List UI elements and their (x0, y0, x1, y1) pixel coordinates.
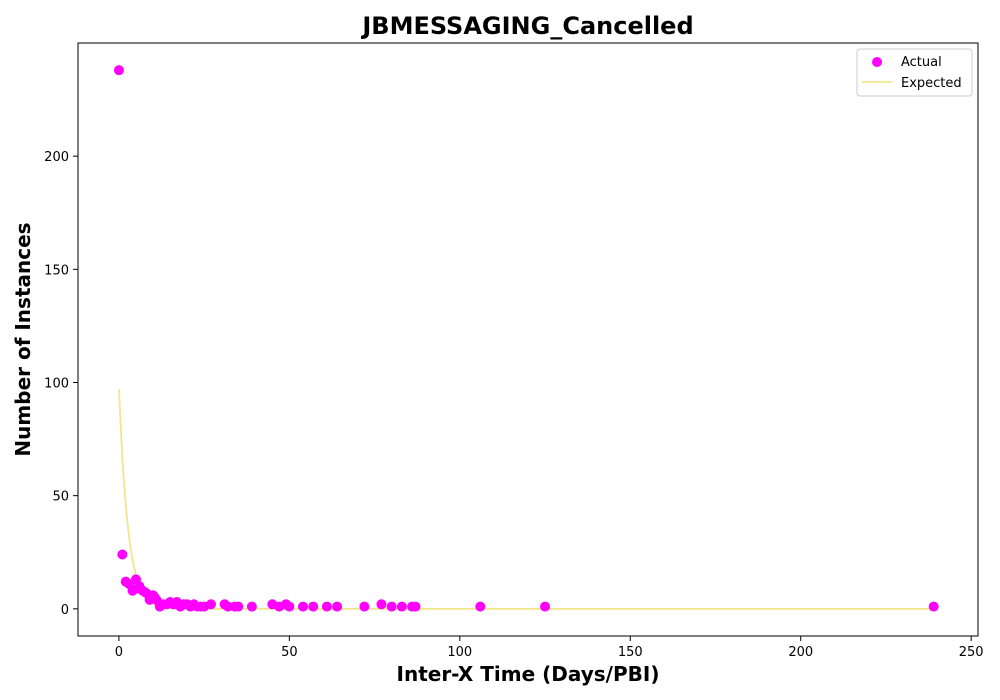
data-point (321, 601, 332, 612)
y-tick-label: 150 (44, 263, 69, 278)
y-tick-label: 100 (44, 377, 69, 392)
data-point (117, 549, 128, 560)
data-point (376, 599, 387, 610)
y-tick-label: 50 (52, 490, 69, 505)
data-point (332, 601, 343, 612)
data-point (359, 601, 370, 612)
expected-line (118, 389, 934, 610)
y-tick-label: 200 (44, 150, 69, 165)
data-point (233, 601, 244, 612)
x-tick-label: 150 (618, 645, 643, 660)
legend-box (856, 48, 973, 97)
y-axis-label: Number of Instances (11, 222, 35, 456)
data-point (475, 601, 486, 612)
plot-frame (77, 42, 979, 637)
data-point (205, 599, 216, 610)
data-point (540, 601, 551, 612)
data-point (298, 601, 308, 612)
x-tick-label: 0 (115, 645, 123, 660)
x-tick-label: 250 (959, 645, 984, 660)
y-tick-label: 0 (61, 603, 69, 618)
axis-ticks: 0 50 100 150 200 250 0 50 100 150 200 (44, 150, 983, 660)
legend-expected-label: Expected (901, 76, 962, 91)
legend-actual-label: Actual (901, 55, 942, 70)
data-point (284, 601, 295, 612)
data-point (928, 601, 939, 612)
x-tick-label: 100 (447, 645, 472, 660)
legend-actual-marker (872, 57, 882, 67)
data-point (308, 601, 319, 612)
x-axis-label: Inter-X Time (Days/PBI) (397, 662, 660, 686)
data-point (386, 601, 397, 612)
data-point (246, 601, 257, 612)
x-tick-label: 50 (281, 645, 298, 660)
chart-title: JBMESSAGING_Cancelled (360, 12, 693, 40)
plot-area (113, 65, 939, 612)
x-tick-label: 200 (788, 645, 813, 660)
legend: Actual Expected (856, 48, 973, 97)
data-point (396, 601, 407, 612)
data-point (113, 65, 124, 76)
data-point (410, 601, 421, 612)
